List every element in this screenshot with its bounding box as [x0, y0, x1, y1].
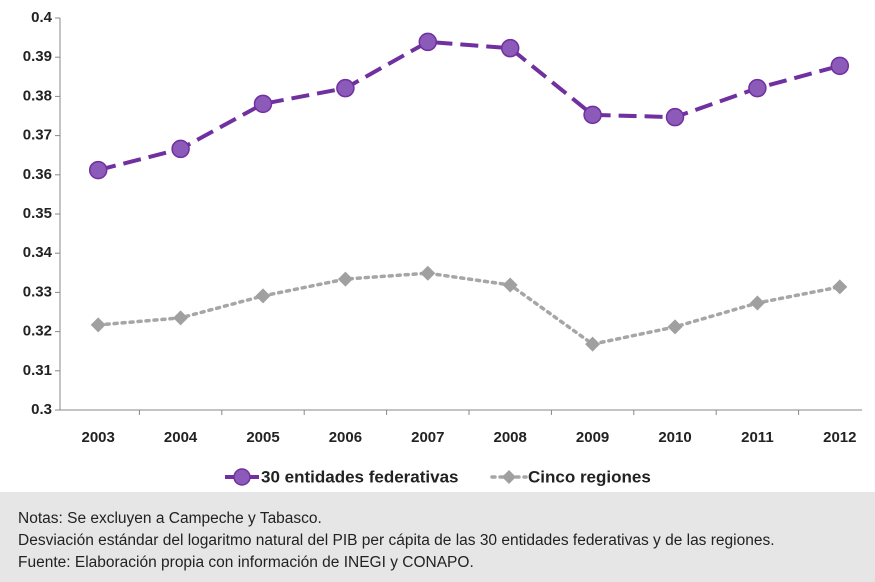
- marker: [749, 295, 765, 311]
- y-tick-label: 0.32: [23, 323, 52, 340]
- marker: [502, 277, 518, 293]
- marker: [500, 38, 520, 58]
- marker: [255, 288, 271, 304]
- marker: [583, 105, 602, 125]
- y-tick-label: 0.38: [23, 87, 52, 104]
- marker: [830, 56, 850, 76]
- note: Notas: Se excluyen a Campeche y Tabasco.: [18, 510, 322, 527]
- y-tick-label: 0.34: [23, 244, 53, 261]
- marker: [585, 336, 601, 352]
- y-tick-label: 0.3: [31, 401, 52, 418]
- note: Fuente: Elaboración propia con informaci…: [18, 554, 474, 571]
- marker: [748, 78, 767, 98]
- marker: [667, 319, 683, 335]
- y-tick-label: 0.33: [23, 283, 52, 300]
- marker: [88, 160, 108, 180]
- x-tick-label: 2007: [411, 429, 444, 446]
- marker: [832, 279, 848, 295]
- marker: [173, 310, 189, 326]
- series-line: [97, 39, 841, 173]
- chart: 0.3 0.31 0.32 0.33 0.34 0.35 0.36 0.37 0.38 0.39 0…: [23, 9, 862, 486]
- x-tick-label: 2003: [82, 429, 115, 446]
- y-tick-label: 0.35: [23, 205, 52, 222]
- marker: [418, 32, 438, 52]
- x-tick-label: 2010: [658, 429, 691, 446]
- y-tick-label: 0.31: [23, 362, 52, 379]
- x-tick-label: 2008: [494, 429, 527, 446]
- x-tick-label: 2012: [823, 429, 856, 446]
- marker: [337, 271, 353, 287]
- y-tick-label: 0.4: [31, 9, 53, 26]
- x-tick-label: 2005: [246, 429, 279, 446]
- notes-box: Notas: Se excluyen a Campeche y Tabasco.…: [0, 492, 875, 582]
- marker: [420, 265, 436, 281]
- marker: [502, 470, 516, 484]
- marker: [171, 139, 190, 159]
- marker: [665, 107, 685, 127]
- x-tick-label: 2009: [576, 429, 609, 446]
- marker: [90, 317, 106, 333]
- x-tick-label: 2011: [741, 429, 774, 446]
- marker: [233, 468, 251, 486]
- y-tick-label: 0.39: [23, 48, 52, 65]
- legend-label: Cinco regiones: [528, 467, 651, 486]
- x-tick-label: 2006: [329, 429, 362, 446]
- note: Desviación estándar del logaritmo natura…: [18, 532, 775, 549]
- series-line: [96, 271, 842, 347]
- legend-label: 30 entidades federativas: [261, 467, 458, 486]
- marker: [253, 94, 273, 114]
- y-tick-label: 0.37: [23, 127, 52, 144]
- x-tick-label: 2004: [164, 429, 198, 446]
- marker: [336, 78, 355, 98]
- y-tick-label: 0.36: [23, 166, 52, 183]
